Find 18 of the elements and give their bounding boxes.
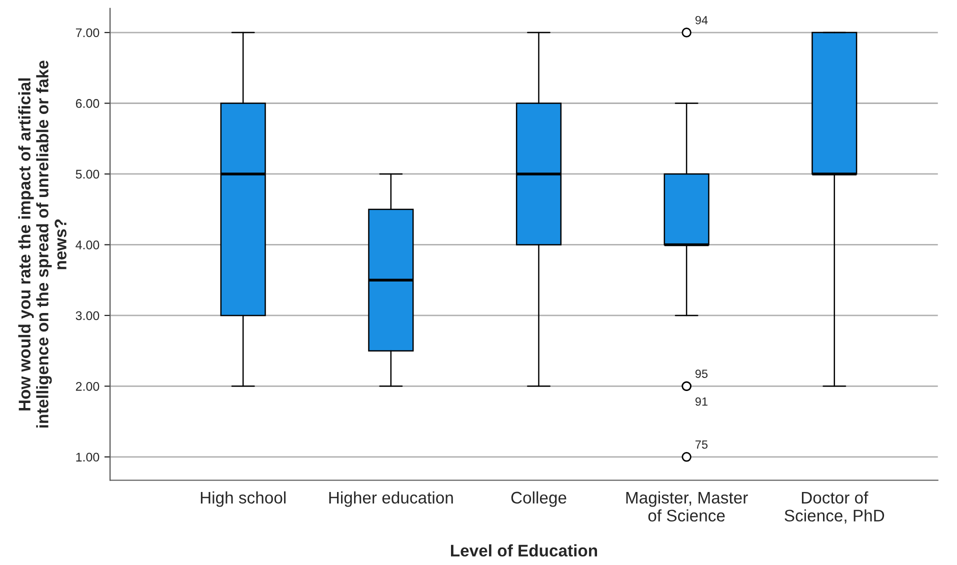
x-tick-label: Magister, Master of Science [626, 491, 748, 522]
y-tick-label: 4.00 [76, 240, 100, 250]
x-tick-label: College [511, 491, 566, 507]
annotation: 95 [695, 370, 708, 378]
y-tick-label: 6.00 [76, 99, 100, 108]
x-axis-title: Level of Education [450, 544, 598, 557]
y-axis-title: How would you rate the impact of artificial intelligence on the spread of unreliable or fake news? [18, 60, 66, 428]
x-tick-label: Higher education [329, 491, 453, 507]
annotation: 91 [695, 397, 708, 406]
annotation: 94 [695, 16, 708, 24]
annotation: 75 [696, 440, 708, 449]
y-tick-label: 3.00 [76, 311, 100, 320]
x-tick-label: High school [200, 491, 286, 507]
y-tick-label: 7.00 [76, 28, 100, 38]
y-tick-label: 5.00 [76, 170, 100, 179]
x-tick-label: Doctor of Science, PhD [784, 491, 884, 524]
y-tick-label: 2.00 [76, 382, 100, 391]
y-tick-label: 1.00 [76, 452, 100, 462]
